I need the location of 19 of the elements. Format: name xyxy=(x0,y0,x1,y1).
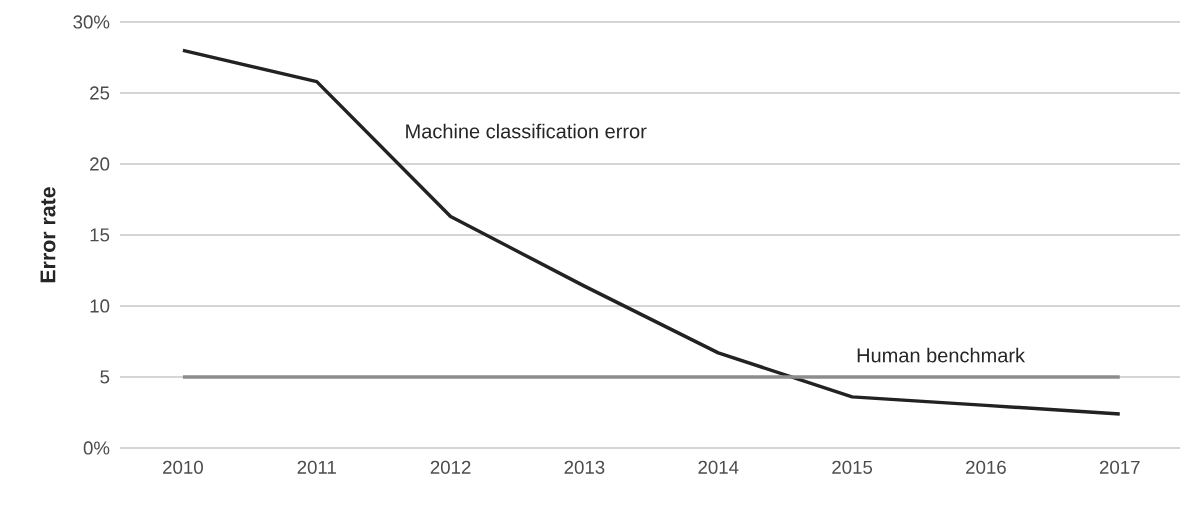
x-tick-label: 2016 xyxy=(966,460,1006,474)
line-series xyxy=(181,48,1122,416)
y-tick-label: 25 xyxy=(90,86,110,100)
series-label: Human benchmark xyxy=(857,347,1026,363)
y-tick-label: 15 xyxy=(90,228,110,242)
y-tick-label: 0% xyxy=(83,441,110,455)
x-tick-label: 2014 xyxy=(698,460,739,474)
x-tick-label: 2011 xyxy=(297,460,336,474)
x-tick-label: 2010 xyxy=(163,460,203,474)
x-tick-label: 2013 xyxy=(564,460,605,474)
series-label: Machine classification error xyxy=(406,123,647,139)
x-tick-label: 2017 xyxy=(1099,460,1140,474)
y-tick-label: 30% xyxy=(73,15,110,29)
y-tick-label: 20 xyxy=(90,157,110,171)
x-tick-label: 2012 xyxy=(430,460,471,474)
y-axis-title: Error rate xyxy=(40,187,56,283)
y-tick-label: 5 xyxy=(100,370,110,384)
x-tick-label: 2015 xyxy=(832,460,873,474)
y-tick-label: 10 xyxy=(90,299,110,313)
